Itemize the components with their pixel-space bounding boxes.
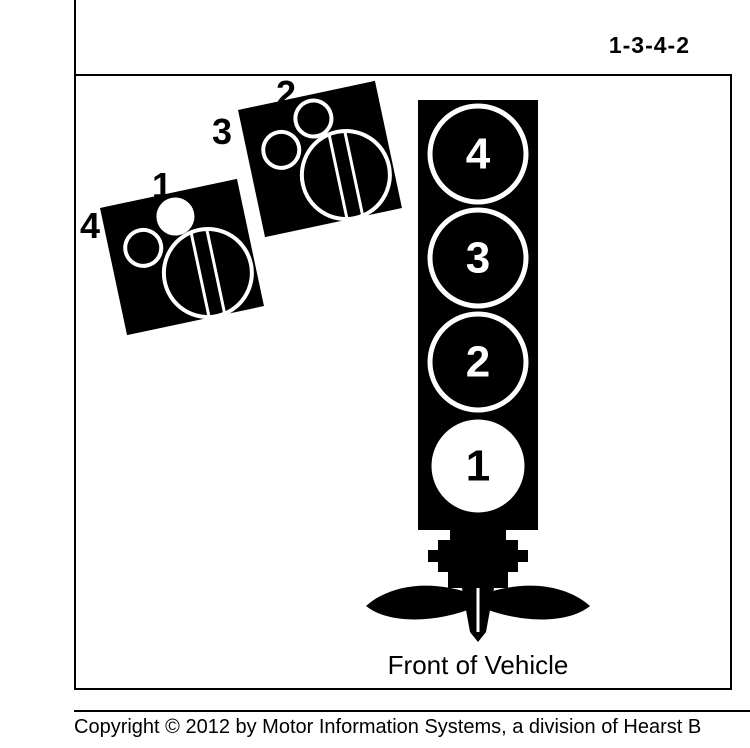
copyright-bar: Copyright © 2012 by Motor Information Sy… xyxy=(74,710,750,748)
cylinder-4: 4 xyxy=(430,106,526,202)
engine-block: 4 3 2 1 xyxy=(418,100,538,530)
cylinder-1: 1 xyxy=(430,418,526,514)
page: 1-3-4-2 4 3 2 xyxy=(0,0,750,742)
diagram-svg: 4 3 2 1 xyxy=(76,76,730,688)
fan-blade-left xyxy=(366,586,478,620)
cylinder-2-label: 2 xyxy=(466,338,490,387)
coil-label-4: 4 xyxy=(80,205,100,246)
coil-label-2: 2 xyxy=(276,76,296,114)
diagram-frame: 4 3 2 1 xyxy=(74,74,732,690)
front-of-vehicle-caption: Front of Vehicle xyxy=(388,650,569,680)
coil-label-3: 3 xyxy=(212,111,232,152)
fan-blade-right xyxy=(478,586,590,620)
coil-pack-left xyxy=(100,179,264,335)
cylinder-4-label: 4 xyxy=(466,130,491,179)
cylinder-3: 3 xyxy=(430,210,526,306)
cylinder-1-label: 1 xyxy=(466,442,490,491)
left-rule xyxy=(74,0,76,74)
cylinder-2: 2 xyxy=(430,314,526,410)
firing-order-label: 1-3-4-2 xyxy=(609,32,690,59)
fan-assembly xyxy=(366,530,590,642)
coil-pack-right xyxy=(238,81,402,237)
coil-label-1: 1 xyxy=(152,165,172,206)
cylinder-3-label: 3 xyxy=(466,234,490,283)
